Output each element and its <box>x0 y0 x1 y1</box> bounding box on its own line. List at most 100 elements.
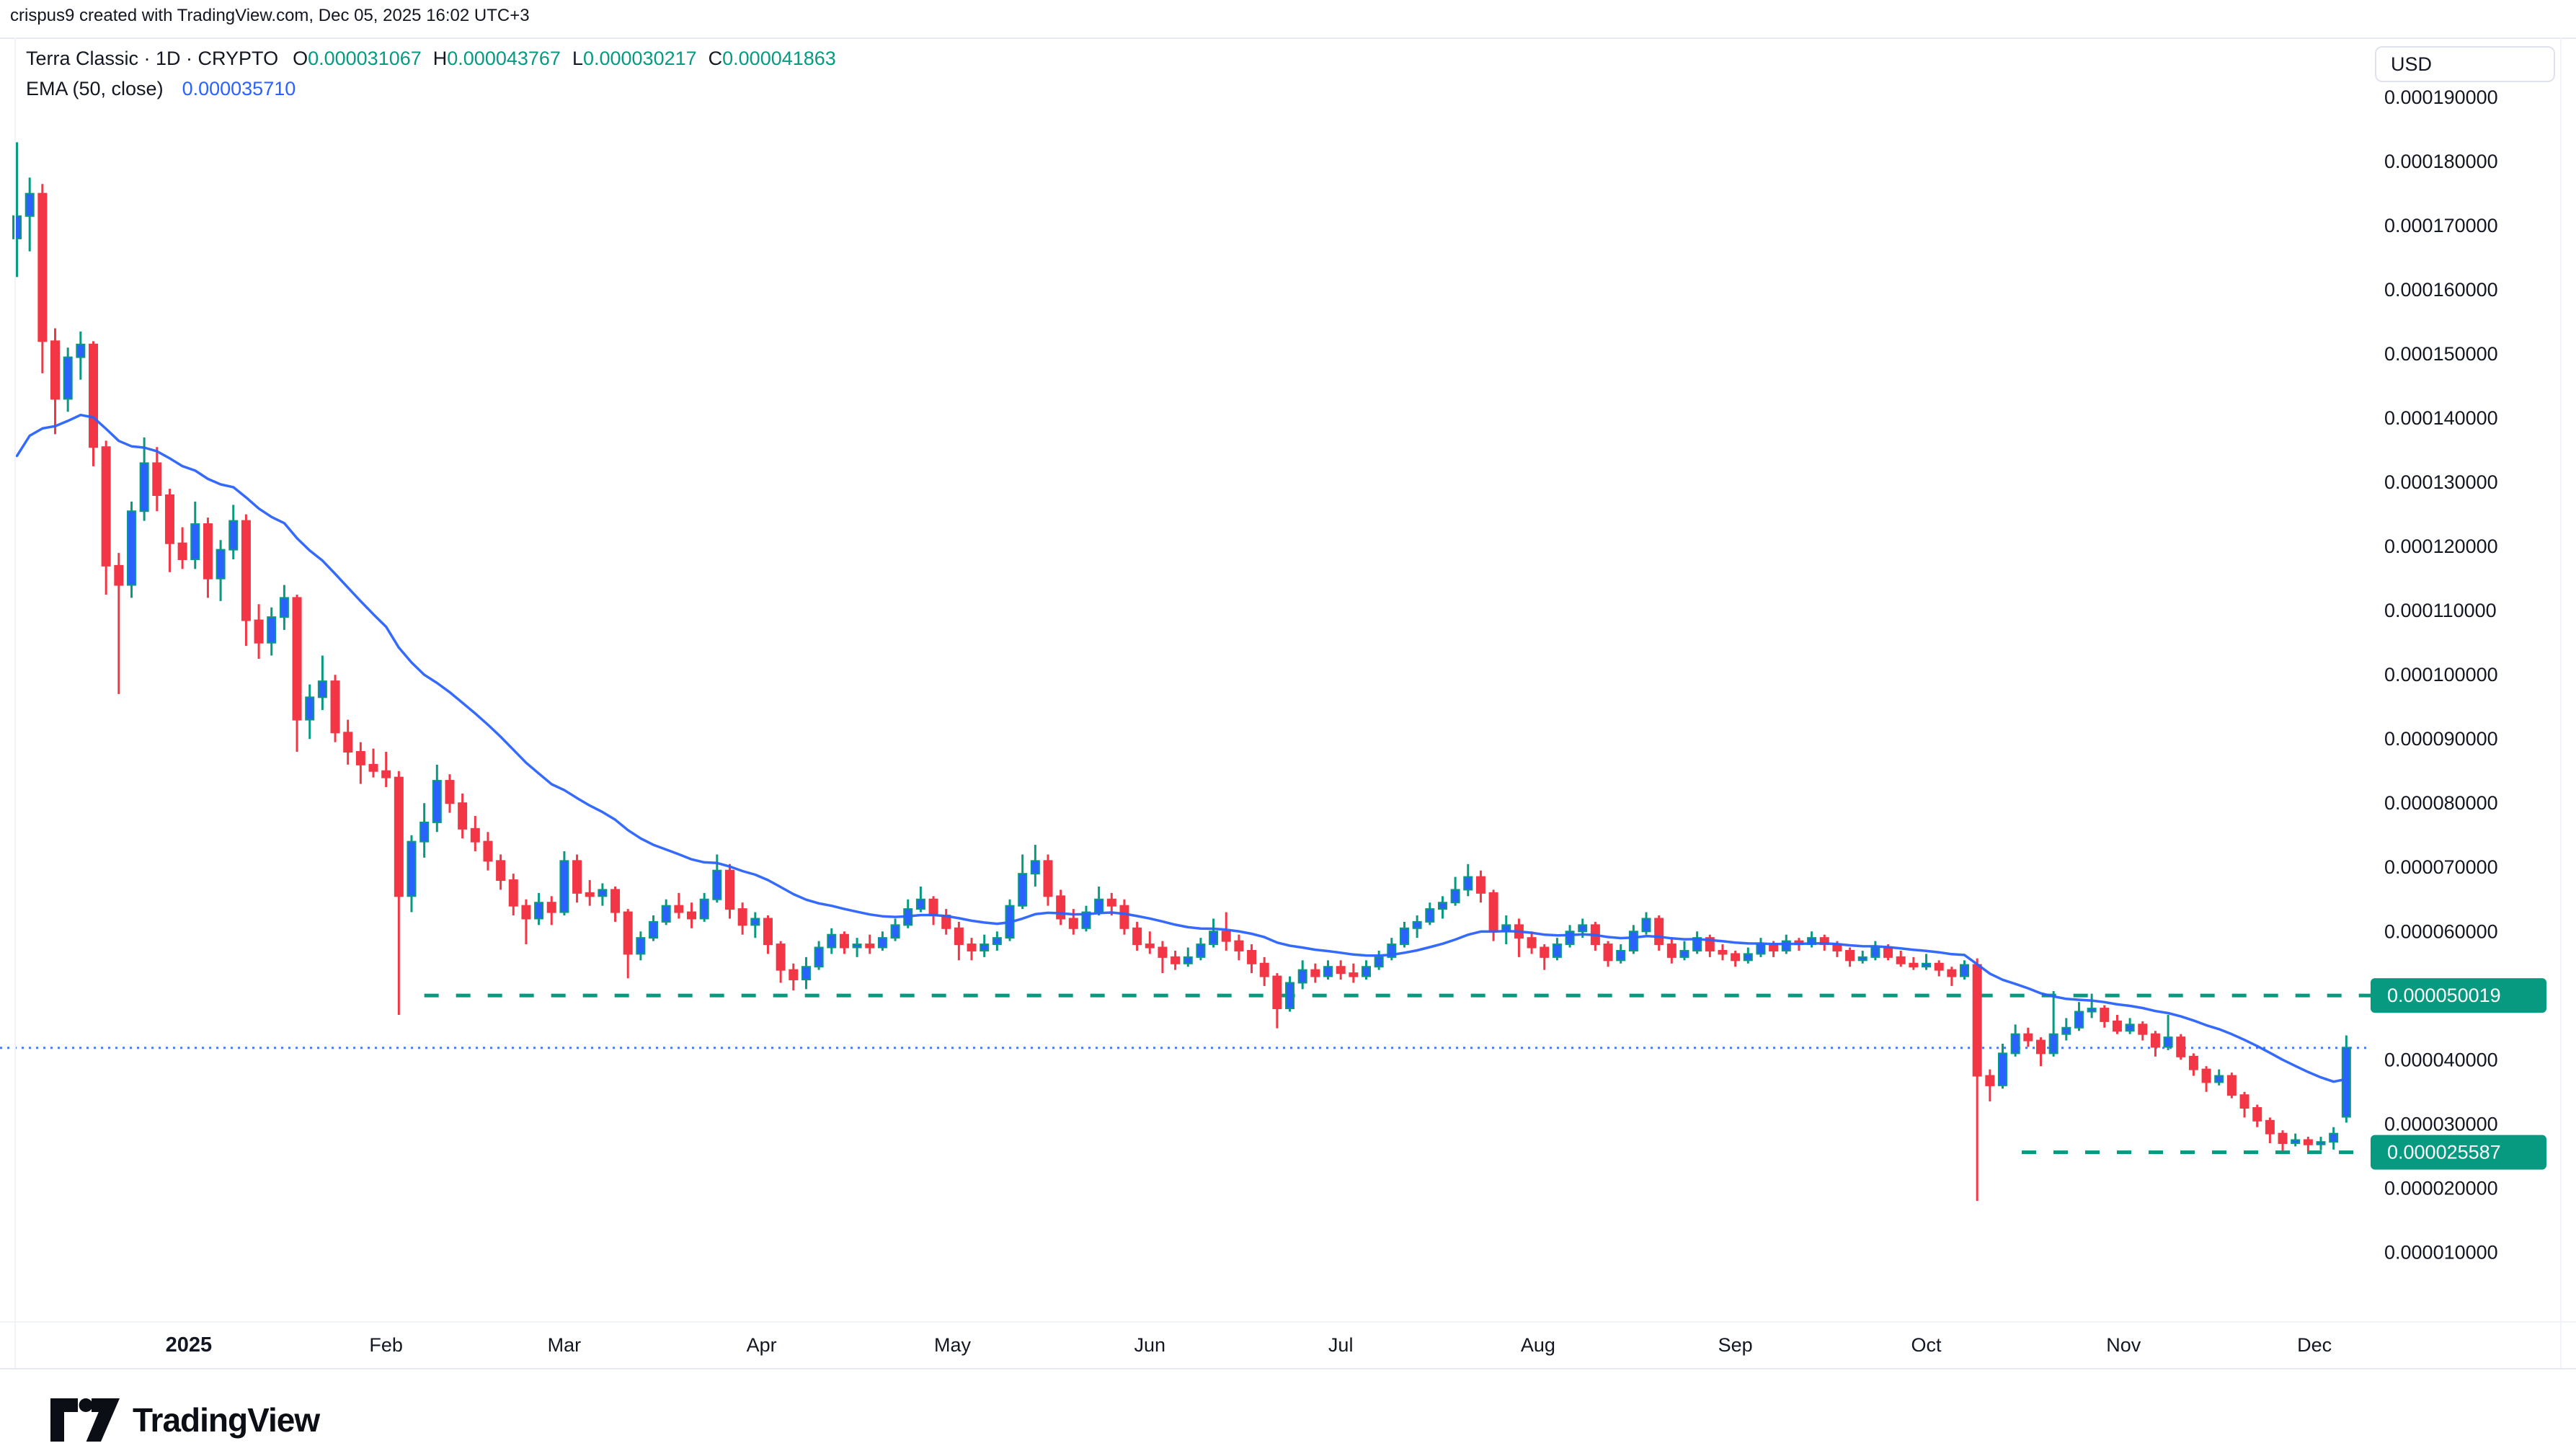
candle[interactable] <box>101 440 111 595</box>
candle[interactable] <box>2074 1002 2084 1031</box>
candle[interactable] <box>1196 938 1206 961</box>
candle[interactable] <box>827 928 837 954</box>
candle[interactable] <box>750 912 760 938</box>
candle[interactable] <box>1221 912 1231 951</box>
candle[interactable] <box>2176 1034 2186 1060</box>
candle[interactable] <box>1310 963 1320 983</box>
candle[interactable] <box>1692 931 1702 954</box>
candle[interactable] <box>2188 1053 2198 1076</box>
ema-line[interactable] <box>15 413 2348 1083</box>
candle[interactable] <box>483 832 493 871</box>
candle[interactable] <box>1654 915 1664 951</box>
candle[interactable] <box>992 931 1002 951</box>
candle[interactable] <box>1909 956 1919 970</box>
candle[interactable] <box>496 854 506 890</box>
candle[interactable] <box>152 447 162 512</box>
candle[interactable] <box>267 607 277 656</box>
candle[interactable] <box>2214 1069 2224 1086</box>
candle[interactable] <box>1145 931 1155 954</box>
candle[interactable] <box>1272 973 1282 1029</box>
candle[interactable] <box>1425 902 1435 925</box>
candle[interactable] <box>2048 991 2058 1057</box>
candle[interactable] <box>317 655 327 711</box>
candle[interactable] <box>1947 967 1957 986</box>
candle[interactable] <box>2150 1031 2160 1057</box>
candle[interactable] <box>1068 909 1078 935</box>
candle[interactable] <box>1259 956 1269 986</box>
candle[interactable] <box>1056 889 1066 925</box>
candle[interactable] <box>2061 1018 2071 1041</box>
candle[interactable] <box>1183 947 1193 967</box>
candle[interactable] <box>292 594 302 753</box>
candle[interactable] <box>1323 960 1333 980</box>
candle[interactable] <box>1705 934 1715 957</box>
time-axis[interactable]: 2025 Feb Mar Apr May Jun Jul Aug Sep Oct Nov Dec <box>166 1333 2332 1357</box>
candle[interactable] <box>737 902 747 935</box>
candle[interactable] <box>2010 1024 2020 1057</box>
candle[interactable] <box>330 675 340 742</box>
candle[interactable] <box>1985 1069 1995 1102</box>
candle[interactable] <box>1972 958 1982 1202</box>
candle[interactable] <box>1857 950 1867 964</box>
candle[interactable] <box>1679 941 1689 961</box>
price-axis[interactable]: 0.000190000 0.000180000 0.000170000 0.00016… <box>2384 86 2498 1263</box>
candle[interactable] <box>2252 1104 2262 1127</box>
candle[interactable] <box>190 501 200 569</box>
candle[interactable] <box>177 527 187 569</box>
candle[interactable] <box>890 918 900 941</box>
candle[interactable] <box>1845 947 1855 967</box>
candle[interactable] <box>1209 918 1219 948</box>
candle[interactable] <box>1934 960 1944 977</box>
candle[interactable] <box>2239 1091 2249 1118</box>
candle[interactable] <box>2035 1037 2046 1067</box>
candle[interactable] <box>1488 889 1498 941</box>
candle[interactable] <box>114 553 124 694</box>
candle[interactable] <box>1119 899 1129 935</box>
tradingview-logo[interactable]: TradingView <box>50 1398 320 1442</box>
candle[interactable] <box>458 793 468 839</box>
candle[interactable] <box>928 896 938 925</box>
candle[interactable] <box>610 886 621 922</box>
candle[interactable] <box>724 864 734 919</box>
candle[interactable] <box>649 915 659 941</box>
candle[interactable] <box>915 886 925 913</box>
candle[interactable] <box>1922 954 1932 970</box>
candle[interactable] <box>164 489 174 572</box>
candle[interactable] <box>1450 876 1460 906</box>
candle[interactable] <box>1387 938 1397 961</box>
candle[interactable] <box>88 341 98 466</box>
candle[interactable] <box>241 514 251 647</box>
candle[interactable] <box>1018 854 1028 910</box>
candle[interactable] <box>279 585 289 630</box>
candle[interactable] <box>1362 960 1372 980</box>
candle[interactable] <box>1870 941 1880 961</box>
candle[interactable] <box>1297 960 1307 990</box>
candle[interactable] <box>2291 1133 2301 1147</box>
candle[interactable] <box>12 142 22 278</box>
candle[interactable] <box>1285 976 1295 1012</box>
candle[interactable] <box>1666 938 1676 964</box>
candle[interactable] <box>2265 1117 2275 1143</box>
candle[interactable] <box>2100 1005 2110 1028</box>
candle[interactable] <box>2112 1014 2122 1034</box>
candle[interactable] <box>1336 960 1346 980</box>
candle[interactable] <box>572 854 582 903</box>
candle[interactable] <box>814 941 824 970</box>
candle[interactable] <box>394 771 404 1015</box>
candle[interactable] <box>381 752 391 787</box>
candle[interactable] <box>2138 1021 2148 1041</box>
candle[interactable] <box>623 909 633 979</box>
candle[interactable] <box>470 816 480 851</box>
candle[interactable] <box>1514 918 1524 957</box>
candle[interactable] <box>2329 1127 2339 1150</box>
candle[interactable] <box>1132 921 1142 951</box>
candle[interactable] <box>1158 941 1168 974</box>
candle[interactable] <box>1463 864 1473 897</box>
candle[interactable] <box>2226 1073 2237 1098</box>
candle[interactable] <box>1374 950 1384 970</box>
candle[interactable] <box>877 931 887 951</box>
candle[interactable] <box>432 764 442 833</box>
candle[interactable] <box>1807 931 1817 948</box>
candle[interactable] <box>967 938 977 961</box>
